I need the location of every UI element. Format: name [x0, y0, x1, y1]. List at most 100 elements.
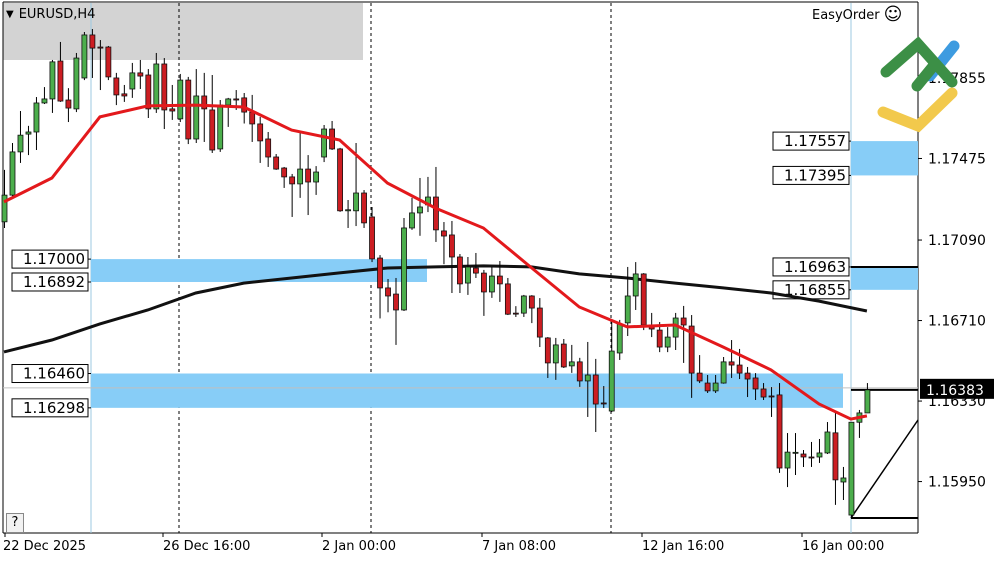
bull-candle-body — [792, 451, 799, 454]
easyorder-logo — [877, 36, 960, 133]
zone-label-text: 1.17395 — [784, 166, 846, 184]
bull-candle-body — [616, 323, 623, 354]
candle — [544, 337, 551, 378]
symbol-timeframe: EURUSD,H4 — [18, 7, 96, 22]
candle — [289, 173, 296, 217]
candle — [329, 120, 335, 150]
candle — [784, 433, 791, 488]
bear-candle-body — [137, 72, 144, 77]
bull-candle-body — [848, 421, 855, 516]
candle — [89, 29, 96, 78]
candle — [97, 40, 104, 91]
candle — [433, 166, 439, 242]
y-tick-label: 1.17475 — [928, 151, 986, 167]
candle — [720, 356, 727, 384]
candle — [201, 72, 208, 142]
bear-candle-body — [385, 287, 391, 297]
candle — [257, 116, 264, 163]
zone-1.16963[interactable] — [851, 266, 918, 290]
candle — [377, 255, 383, 319]
bear-candle-body — [97, 46, 104, 49]
bear-candle-body — [169, 108, 176, 112]
candle — [768, 387, 775, 417]
candle — [496, 261, 503, 302]
bear-candle-body — [233, 98, 240, 101]
bull-candle-body — [520, 295, 527, 314]
candle — [73, 52, 80, 113]
bear-candle-body — [441, 230, 447, 237]
bull-candle-body — [225, 98, 232, 106]
bear-candle-body — [776, 394, 783, 469]
easyorder-label[interactable]: EasyOrder — [812, 7, 880, 23]
zone-price-label: 1.16460 — [11, 364, 91, 384]
candle — [337, 147, 343, 212]
bull-candle-body — [41, 98, 48, 104]
candle — [353, 143, 359, 227]
bull-candle-body — [217, 104, 224, 150]
candle — [425, 176, 431, 213]
candle — [161, 58, 168, 130]
zone-label-text: 1.16892 — [23, 273, 85, 291]
candle — [297, 133, 304, 198]
bear-candle-body — [289, 176, 296, 185]
easyorder-panel[interactable]: EasyOrder ☺ — [812, 4, 903, 25]
order-trend-line[interactable] — [850, 419, 919, 519]
bear-candle-body — [480, 272, 487, 293]
bear-candle-body — [105, 46, 112, 78]
candle — [409, 197, 415, 230]
candle — [113, 72, 120, 106]
candle — [512, 306, 519, 317]
candle — [832, 412, 839, 505]
candle — [417, 177, 423, 236]
bull-candle-body — [712, 382, 719, 392]
bull-candle-body — [840, 477, 847, 483]
bull-candle-body — [81, 34, 88, 79]
candle — [217, 100, 224, 152]
y-tick-label: 1.15950 — [928, 475, 986, 491]
chart-title[interactable]: ▼ EURUSD,H4 — [6, 7, 95, 22]
bear-candle-body — [241, 97, 248, 113]
candle — [281, 166, 288, 188]
bull-candle-body — [568, 361, 575, 367]
candle — [465, 256, 471, 295]
candle — [864, 383, 871, 414]
candle — [49, 59, 56, 113]
help-button[interactable]: ? — [6, 513, 24, 533]
zone-price-label: 1.16963 — [772, 257, 851, 277]
bull-candle-body — [465, 266, 471, 284]
zone-1.17000[interactable] — [91, 259, 427, 282]
candle — [81, 31, 88, 81]
bear-candle-body — [393, 293, 399, 311]
candle — [640, 273, 647, 331]
candle — [792, 433, 799, 475]
bear-candle-body — [496, 275, 503, 285]
candle — [840, 466, 847, 500]
zone-1.17557[interactable] — [851, 141, 918, 176]
bear-candle-body — [369, 216, 375, 260]
bull-candle-body — [353, 192, 359, 212]
bull-candle-body — [153, 63, 160, 110]
bull-candle-body — [193, 95, 200, 140]
bid-price-box — [920, 378, 994, 399]
candle — [137, 59, 144, 89]
bull-candle-body — [73, 57, 80, 110]
candle — [528, 295, 535, 324]
candle — [129, 62, 136, 98]
bear-candle-body — [113, 77, 120, 96]
bear-candle-body — [249, 111, 256, 125]
candle — [560, 338, 567, 369]
smiley-icon[interactable]: ☺ — [883, 4, 903, 25]
logo-stroke-green-inner — [911, 58, 941, 92]
candle — [105, 45, 112, 81]
zone-label-text: 1.16298 — [23, 399, 85, 417]
zone-1.16460[interactable] — [91, 373, 843, 408]
bear-candle-body — [800, 453, 807, 458]
candle — [480, 269, 487, 316]
triangle-down-icon[interactable]: ▼ — [6, 9, 14, 20]
bear-candle-body — [696, 372, 703, 382]
candle — [592, 358, 599, 432]
x-tick-label: 2 Jan 00:00 — [322, 539, 397, 554]
bear-candle-body — [832, 432, 839, 481]
bear-candle-body — [536, 307, 543, 338]
